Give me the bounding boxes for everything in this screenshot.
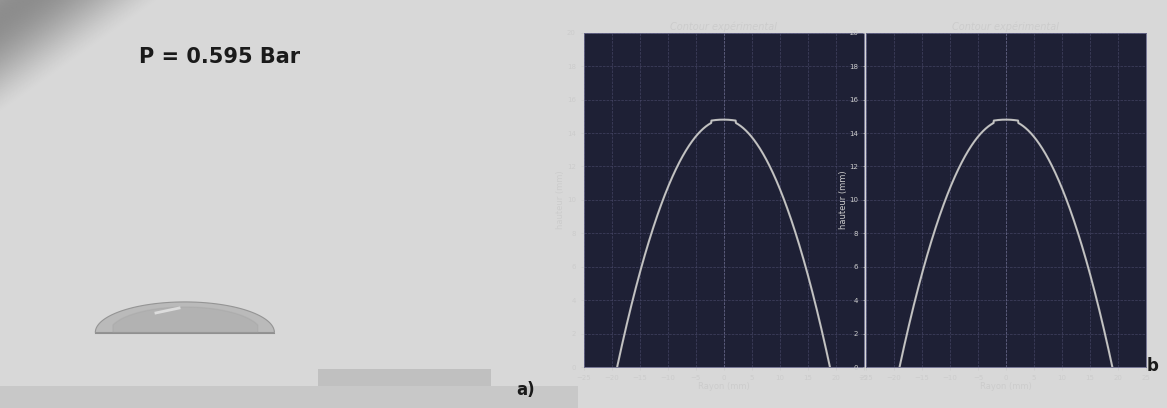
Title: Contour expérimental: Contour expérimental: [952, 21, 1060, 32]
Text: P = 0.595 Bar: P = 0.595 Bar: [139, 47, 300, 67]
Polygon shape: [96, 302, 274, 333]
Bar: [317, 369, 491, 386]
Title: Contour expérimental: Contour expérimental: [670, 21, 777, 32]
Text: b: b: [1147, 357, 1159, 375]
Y-axis label: hauteur (mm): hauteur (mm): [839, 171, 848, 229]
Y-axis label: hauteur (mm): hauteur (mm): [557, 171, 566, 229]
Bar: [0, 386, 578, 408]
X-axis label: Rayon (mm): Rayon (mm): [980, 382, 1032, 391]
Text: a): a): [516, 381, 534, 399]
X-axis label: Rayon (mm): Rayon (mm): [698, 382, 749, 391]
